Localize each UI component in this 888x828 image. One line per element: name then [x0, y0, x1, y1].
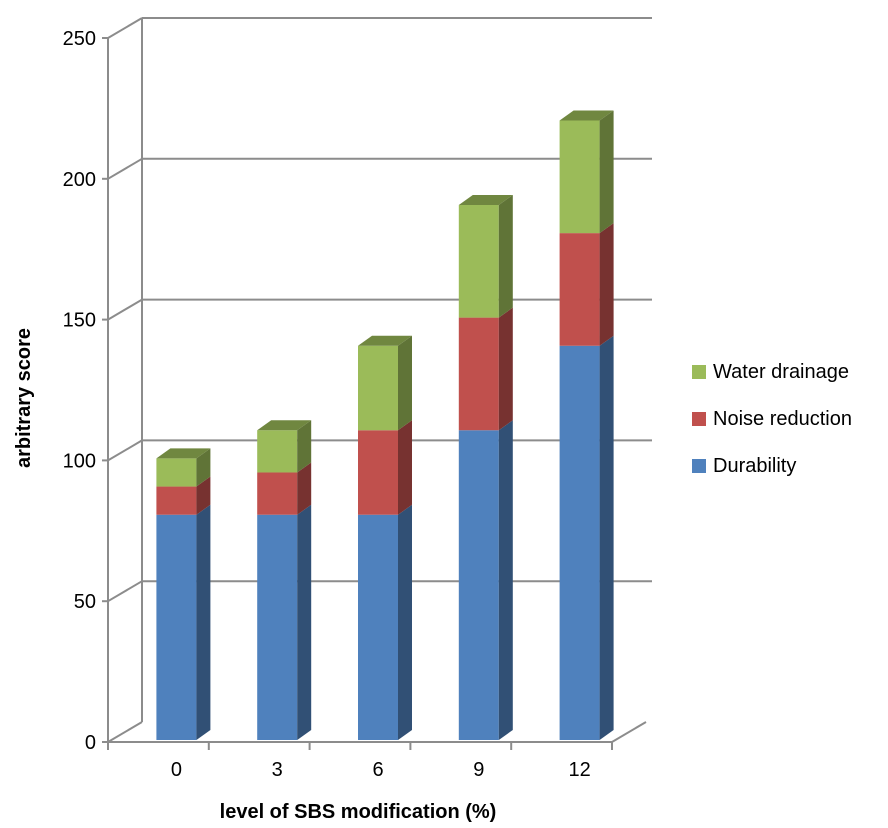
x-tick-label: 3 [272, 759, 283, 781]
legend-swatch-water-drainage [692, 365, 706, 379]
floor-right-edge [611, 721, 647, 743]
bar-front-durability [358, 514, 398, 740]
y-axis-title: arbitrary score [13, 328, 35, 468]
bar-side-water-drainage [196, 448, 211, 487]
bar-front-noise-reduction [559, 233, 600, 346]
bar-side-durability [498, 420, 513, 740]
bar-side-noise-reduction [498, 307, 513, 431]
bar-side-durability [398, 504, 412, 740]
tick-labels: 0 50 100 150 200 250 0 3 6 9 12 [63, 28, 591, 781]
bar-front-water-drainage [559, 120, 600, 234]
bar-front-durability [156, 514, 197, 740]
x-tick-label: 6 [372, 759, 383, 781]
legend: Water drainage Noise reduction Durability [692, 361, 852, 477]
x-tick-label: 0 [171, 759, 182, 781]
bar-front-noise-reduction [358, 430, 398, 515]
y-tick-label: 250 [63, 28, 96, 50]
bar-top-water-drainage [458, 194, 513, 205]
axes [102, 18, 647, 750]
bar-front-water-drainage [358, 345, 398, 431]
bar-front-water-drainage [458, 204, 499, 318]
gridline-connector [107, 298, 143, 321]
y-tick-label: 100 [63, 450, 96, 472]
legend-label-water-drainage: Water drainage [713, 361, 849, 383]
legend-label-noise-reduction: Noise reduction [713, 408, 852, 430]
bar-side-durability [599, 335, 614, 740]
x-axis-title: level of SBS modification (%) [220, 801, 497, 823]
bar-front-noise-reduction [257, 472, 298, 515]
bar-side-water-drainage [599, 110, 614, 234]
gridline-connector [107, 157, 143, 180]
bars [156, 110, 614, 740]
y-tick-label: 200 [63, 169, 96, 191]
legend-swatch-noise-reduction [692, 412, 706, 426]
bar-side-noise-reduction [196, 476, 211, 515]
y-tick-label: 0 [85, 732, 96, 754]
gridline-connector [107, 580, 143, 603]
bar-side-water-drainage [498, 194, 513, 318]
x-tick-label: 12 [568, 759, 590, 781]
legend-swatch-durability [692, 459, 706, 473]
bar-side-noise-reduction [398, 420, 412, 515]
bar-side-durability [297, 504, 312, 740]
bar-side-durability [196, 504, 211, 740]
bar-top-water-drainage [257, 420, 312, 431]
bar-front-durability [559, 345, 600, 740]
gridline-connector [107, 17, 143, 39]
bar-side-noise-reduction [599, 223, 614, 346]
bar-front-noise-reduction [156, 486, 197, 515]
legend-label-durability: Durability [713, 455, 796, 477]
bar-top-water-drainage [559, 110, 614, 121]
bar-top-water-drainage [358, 335, 412, 346]
bar-side-noise-reduction [297, 462, 312, 515]
bar-side-water-drainage [398, 335, 412, 431]
gridline-connector [107, 439, 143, 462]
bar-front-water-drainage [156, 458, 197, 487]
bar-front-water-drainage [257, 430, 298, 473]
x-tick-label: 9 [473, 759, 484, 781]
bar-top-water-drainage [156, 448, 211, 459]
bar-front-noise-reduction [458, 317, 499, 431]
bar-front-durability [257, 514, 298, 740]
gridline-connector [107, 721, 143, 743]
y-tick-label: 50 [74, 591, 96, 613]
y-tick-label: 150 [63, 310, 96, 332]
bar-side-water-drainage [297, 420, 312, 473]
bar-front-durability [458, 430, 499, 740]
